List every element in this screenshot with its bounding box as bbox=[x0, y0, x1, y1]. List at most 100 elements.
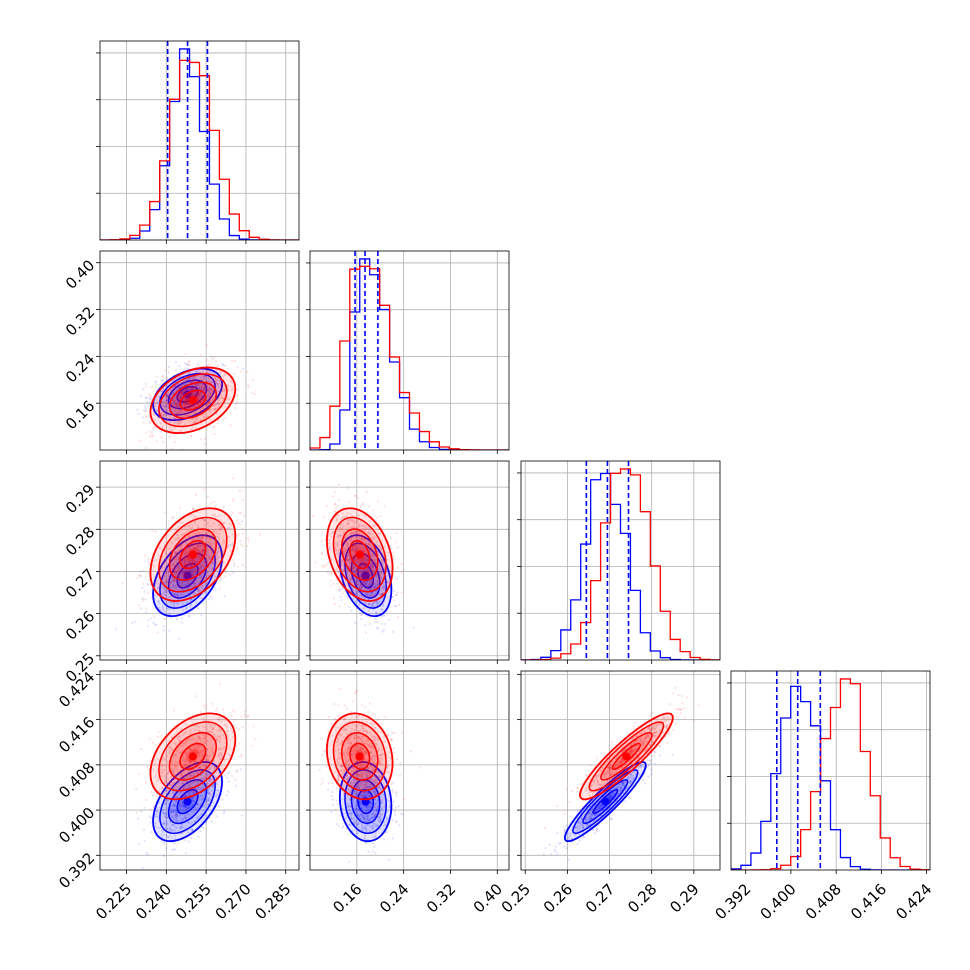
scatter-point bbox=[185, 414, 189, 417]
scatter-point bbox=[144, 576, 147, 579]
scatter-point bbox=[176, 408, 179, 411]
scatter-point bbox=[185, 607, 188, 610]
scatter-point bbox=[360, 613, 363, 616]
scatter-point bbox=[371, 537, 375, 540]
scatter-point bbox=[165, 820, 168, 823]
scatter-point bbox=[173, 593, 177, 596]
scatter-point bbox=[206, 536, 209, 539]
scatter-point bbox=[178, 565, 181, 568]
scatter-point bbox=[202, 566, 205, 569]
scatter-point bbox=[182, 569, 185, 573]
scatter-point bbox=[212, 786, 215, 789]
scatter-point bbox=[176, 402, 179, 406]
scatter-point bbox=[204, 774, 208, 777]
scatter-point bbox=[339, 534, 342, 537]
scatter-point bbox=[194, 562, 198, 565]
scatter-point bbox=[211, 388, 214, 391]
scatter-point bbox=[162, 561, 166, 564]
scatter-point bbox=[204, 561, 207, 565]
scatter-point bbox=[393, 599, 396, 602]
scatter-point bbox=[376, 602, 379, 605]
scatter-point bbox=[181, 448, 184, 450]
scatter-point bbox=[194, 426, 198, 430]
scatter-point bbox=[170, 810, 173, 813]
scatter-point bbox=[183, 575, 186, 579]
scatter-point bbox=[215, 382, 219, 385]
scatter-point bbox=[378, 571, 381, 574]
scatter-point bbox=[192, 583, 196, 586]
scatter-point bbox=[353, 520, 357, 524]
scatter-point bbox=[196, 803, 199, 806]
scatter-point bbox=[185, 551, 188, 554]
scatter-point bbox=[368, 598, 371, 601]
scatter-point bbox=[227, 389, 230, 392]
scatter-point bbox=[217, 523, 220, 527]
scatter-point bbox=[178, 791, 182, 795]
scatter-point bbox=[354, 572, 357, 575]
scatter-point bbox=[378, 574, 381, 577]
scatter-point bbox=[385, 575, 389, 578]
scatter-point bbox=[200, 374, 203, 377]
scatter-point bbox=[180, 533, 184, 536]
density-peak bbox=[188, 550, 197, 559]
scatter-point bbox=[232, 571, 235, 574]
scatter-point bbox=[196, 395, 199, 398]
scatter-point bbox=[366, 561, 369, 564]
scatter-point bbox=[187, 537, 190, 541]
scatter-point bbox=[370, 554, 373, 557]
scatter-point bbox=[218, 566, 222, 569]
scatter-point bbox=[119, 661, 121, 663]
scatter-point bbox=[192, 579, 195, 582]
scatter-point bbox=[383, 614, 386, 617]
scatter-point bbox=[192, 570, 196, 573]
scatter-point bbox=[195, 417, 198, 421]
scatter-point bbox=[175, 618, 179, 621]
scatter-point bbox=[188, 380, 191, 383]
scatter-point bbox=[171, 829, 174, 833]
scatter-point bbox=[371, 564, 374, 567]
scatter-point bbox=[376, 579, 380, 582]
scatter-point bbox=[187, 398, 190, 401]
scatter-point bbox=[169, 388, 173, 391]
scatter-point bbox=[196, 577, 200, 580]
scatter-point bbox=[176, 594, 179, 597]
scatter-point bbox=[176, 571, 179, 574]
scatter-point bbox=[205, 402, 208, 406]
scatter-point bbox=[198, 566, 201, 570]
scatter-point bbox=[219, 393, 222, 396]
scatter-point bbox=[339, 560, 343, 564]
scatter-point bbox=[390, 596, 393, 599]
scatter-point bbox=[182, 777, 186, 780]
scatter-point bbox=[395, 593, 398, 596]
scatter-point bbox=[207, 598, 211, 601]
scatter-point bbox=[194, 369, 197, 372]
scatter-point bbox=[363, 548, 366, 551]
scatter-point bbox=[363, 538, 367, 541]
scatter-point bbox=[227, 402, 231, 405]
scatter-point bbox=[205, 404, 209, 407]
scatter-point bbox=[339, 524, 342, 527]
scatter-point bbox=[175, 412, 179, 415]
scatter-point bbox=[179, 782, 182, 785]
scatter-point bbox=[200, 589, 203, 592]
scatter-point bbox=[200, 565, 203, 568]
scatter-point bbox=[180, 791, 183, 794]
scatter-point bbox=[199, 556, 202, 560]
scatter-point bbox=[187, 561, 190, 564]
scatter-point bbox=[219, 528, 222, 531]
scatter-point bbox=[179, 547, 182, 551]
scatter-point bbox=[215, 815, 219, 818]
scatter-point bbox=[360, 587, 363, 590]
scatter-point bbox=[205, 821, 208, 824]
scatter-point bbox=[215, 792, 218, 795]
scatter-point bbox=[176, 595, 180, 598]
scatter-point bbox=[216, 557, 219, 561]
scatter-point bbox=[186, 405, 190, 408]
scatter-point bbox=[202, 561, 205, 564]
scatter-point bbox=[178, 567, 181, 570]
scatter-point bbox=[191, 804, 194, 807]
scatter-point bbox=[205, 542, 208, 545]
scatter-point bbox=[170, 811, 174, 814]
scatter-point bbox=[161, 607, 165, 610]
scatter-point bbox=[349, 518, 352, 521]
